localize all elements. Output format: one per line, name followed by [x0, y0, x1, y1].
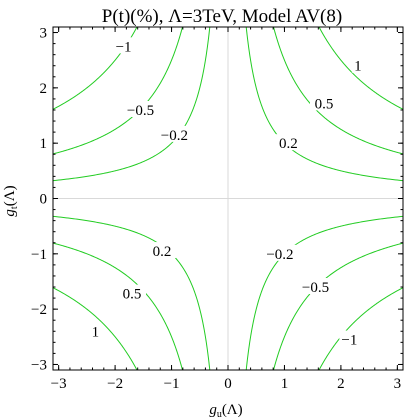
contour-label: −1 — [341, 333, 357, 349]
contour-label: 0.5 — [123, 287, 142, 303]
contour-label-bg — [147, 242, 176, 259]
contour-label: −1 — [116, 39, 132, 55]
chart-title: P(t)(%), Λ=3TeV, Model AV(8) — [102, 6, 342, 27]
contour-label-bg — [261, 244, 298, 261]
y-tick-label: 1 — [40, 136, 48, 152]
y-tick-label: −1 — [31, 247, 47, 263]
x-tick-label: 1 — [281, 376, 289, 392]
contour-line — [318, 287, 404, 371]
contour-label: −0.5 — [302, 280, 329, 296]
contour-label: 0.2 — [153, 244, 172, 260]
contour-label-bg — [89, 322, 102, 339]
contour-label-bg — [118, 284, 147, 301]
x-tick-label: 0 — [224, 376, 232, 392]
y-tick-label: 2 — [40, 81, 48, 97]
contour-line — [318, 26, 404, 110]
x-tick-label: −3 — [51, 376, 67, 392]
x-axis-title: gu(Λ) — [209, 402, 242, 419]
x-tick-label: −1 — [164, 376, 180, 392]
contour-label: −0.2 — [266, 247, 293, 263]
contour-label-bg — [297, 278, 334, 295]
contour-label-bg — [309, 94, 338, 111]
y-tick-label: −2 — [31, 302, 47, 318]
contour-label: −0.2 — [161, 128, 188, 144]
contour-label: 0.2 — [279, 136, 298, 152]
contour-label-bg — [339, 330, 360, 347]
y-tick-label: 0 — [40, 192, 48, 208]
contour-label: −0.5 — [127, 103, 154, 119]
y-tick-label: −3 — [31, 357, 47, 373]
x-tick-label: −2 — [107, 376, 123, 392]
contour-label-bg — [113, 37, 134, 54]
contour-label: 0.5 — [315, 96, 334, 112]
contour-line — [52, 287, 138, 371]
contour-label-bg — [122, 100, 159, 117]
plot-area: −1 −0.5 −0.2 1 0.5 0.2 0.2 0.5 1 −0.2 −0.5 −1 −3 −2 −1… — [31, 26, 404, 392]
contour-label-bg — [351, 56, 364, 73]
contour-line — [52, 26, 211, 182]
y-axis-title: gt(Λ) — [2, 185, 20, 216]
x-tick-label: 3 — [394, 376, 402, 392]
contour-line — [273, 26, 404, 155]
x-tick-label: 2 — [337, 376, 345, 392]
contour-label: 1 — [92, 324, 100, 340]
contour-label-bg — [274, 134, 303, 151]
y-tick-label: 3 — [40, 26, 48, 42]
contour-label-bg — [156, 125, 193, 142]
contour-line — [52, 242, 183, 371]
contour-label: 1 — [354, 59, 362, 75]
